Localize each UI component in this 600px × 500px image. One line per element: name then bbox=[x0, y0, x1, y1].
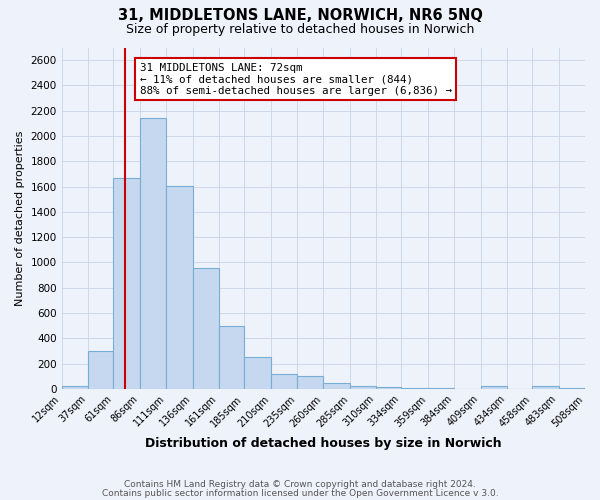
Bar bbox=[559, 388, 585, 389]
Bar bbox=[323, 383, 350, 389]
Text: Contains public sector information licensed under the Open Government Licence v : Contains public sector information licen… bbox=[101, 488, 499, 498]
Bar bbox=[428, 388, 454, 389]
Text: Size of property relative to detached houses in Norwich: Size of property relative to detached ho… bbox=[126, 22, 474, 36]
Bar bbox=[401, 388, 428, 389]
Text: 31, MIDDLETONS LANE, NORWICH, NR6 5NQ: 31, MIDDLETONS LANE, NORWICH, NR6 5NQ bbox=[118, 8, 482, 22]
Bar bbox=[244, 358, 271, 389]
Bar bbox=[193, 268, 219, 389]
Y-axis label: Number of detached properties: Number of detached properties bbox=[15, 130, 25, 306]
Text: 31 MIDDLETONS LANE: 72sqm
← 11% of detached houses are smaller (844)
88% of semi: 31 MIDDLETONS LANE: 72sqm ← 11% of detac… bbox=[140, 62, 452, 96]
Bar bbox=[271, 374, 297, 389]
Bar bbox=[166, 186, 193, 389]
Bar bbox=[376, 388, 401, 389]
Bar bbox=[350, 386, 376, 389]
Bar bbox=[140, 118, 166, 389]
Bar bbox=[532, 386, 559, 389]
X-axis label: Distribution of detached houses by size in Norwich: Distribution of detached houses by size … bbox=[145, 437, 502, 450]
Bar bbox=[481, 386, 507, 389]
Bar bbox=[88, 351, 113, 389]
Bar bbox=[297, 376, 323, 389]
Bar bbox=[62, 386, 88, 389]
Bar bbox=[113, 178, 140, 389]
Text: Contains HM Land Registry data © Crown copyright and database right 2024.: Contains HM Land Registry data © Crown c… bbox=[124, 480, 476, 489]
Bar bbox=[219, 326, 244, 389]
